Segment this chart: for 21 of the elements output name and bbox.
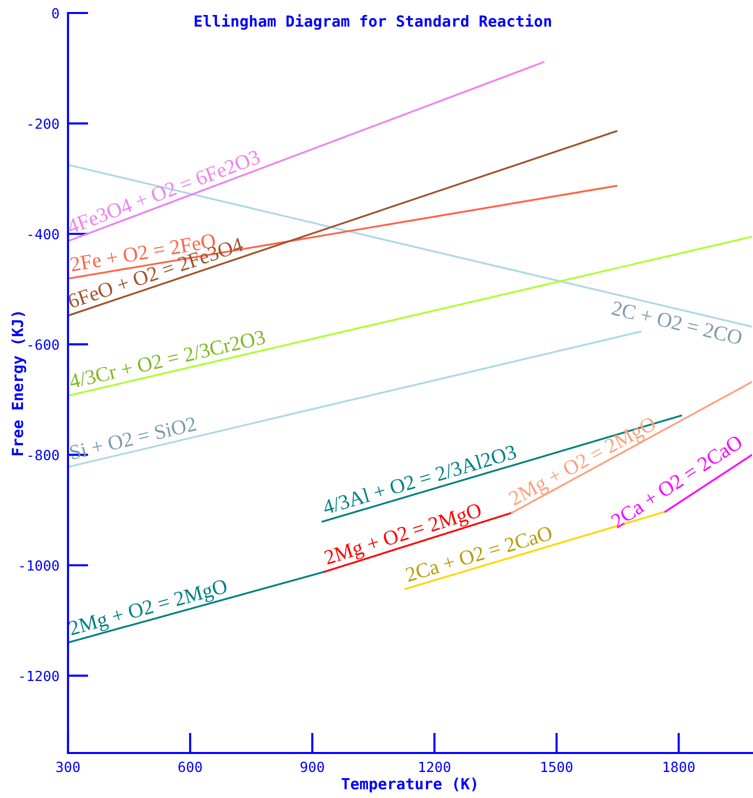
y-tick-label: -1200 — [20, 670, 59, 682]
text: Si + O2 = SiO2 — [69, 416, 197, 460]
chart-title: Ellingham Diagram for Standard Reaction — [194, 14, 552, 30]
text: 2Mg + O2 = 2MgO — [68, 578, 229, 640]
y-tick-label: 0 — [52, 8, 59, 19]
x-axis-title: Temperature (K) — [342, 778, 476, 792]
text: 4/3Cr + O2 = 2/3Cr2O3 — [68, 330, 266, 389]
y-tick-label: -600 — [28, 339, 59, 350]
x-tick-label: 300 — [56, 762, 80, 772]
x-tick-label: 1200 — [419, 762, 450, 772]
x-tick-label: 900 — [300, 762, 324, 772]
y-tick-label: -400 — [28, 228, 59, 240]
x-tick-label: 1500 — [542, 762, 572, 772]
x-tick-label: 1800 — [664, 762, 695, 772]
text: 2C + O2 = 2CO — [611, 300, 743, 345]
text: 4Fe3O4 + O2 = 6Fe2O3 — [66, 150, 261, 234]
x-tick-label: 600 — [178, 762, 202, 772]
y-tick-label: -1000 — [20, 560, 59, 571]
y-tick-label: -200 — [28, 118, 59, 129]
y-tick-label: -800 — [28, 450, 59, 460]
y-axis-title: Free Energy (KJ) — [11, 312, 26, 456]
